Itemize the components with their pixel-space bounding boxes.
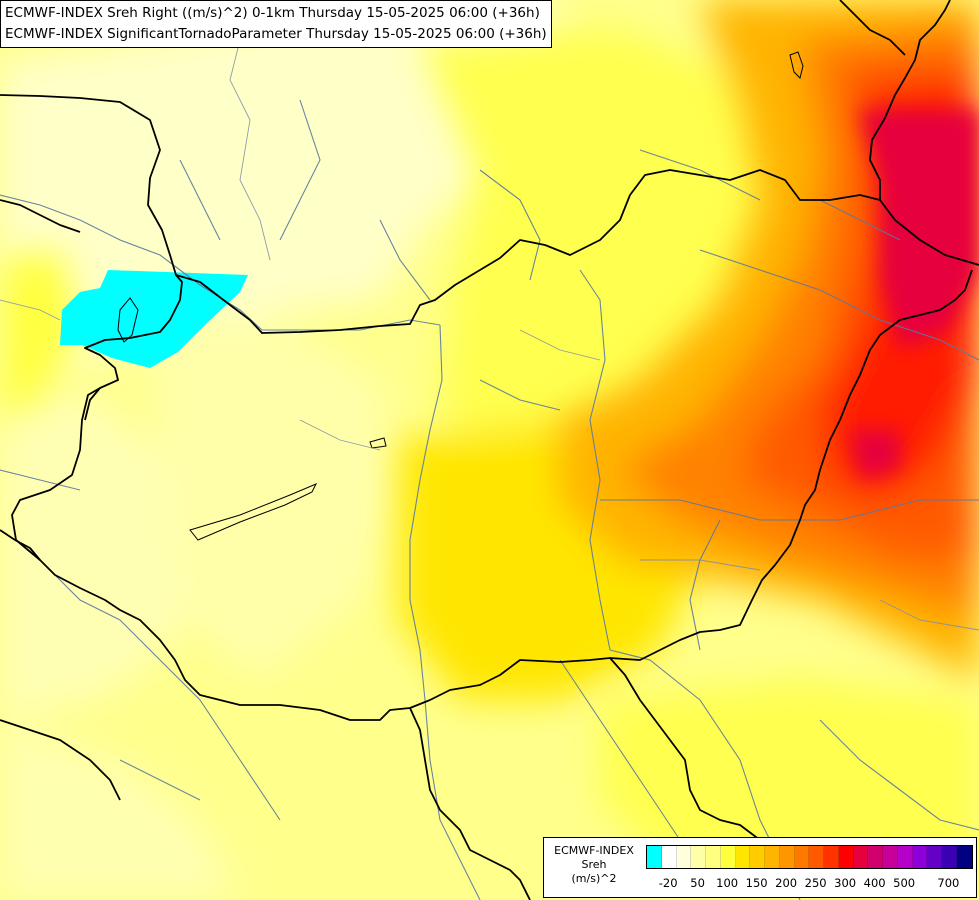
- legend-swatch: [809, 846, 824, 868]
- legend-ticks: -20 50 100 150 200 250 300 400 500 700: [646, 876, 971, 892]
- legend-tick-label: 700: [937, 876, 960, 890]
- legend-swatch: [883, 846, 898, 868]
- map-title-line-2: ECMWF-INDEX SignificantTornadoParameter …: [5, 26, 547, 42]
- map-title-line-1: ECMWF-INDEX Sreh Right ((m/s)^2) 0-1km T…: [5, 5, 540, 21]
- legend-swatches: [646, 845, 973, 869]
- legend-tick-label: 300: [834, 876, 857, 890]
- legend-title-line-2: Sreh: [581, 858, 607, 871]
- legend-swatch: [720, 846, 736, 868]
- legend-swatch: [750, 846, 765, 868]
- legend-swatch: [676, 846, 692, 868]
- legend-swatch: [661, 846, 677, 868]
- peak-helicity-zones: [850, 110, 979, 480]
- legend-swatch: [956, 846, 972, 868]
- legend-swatch: [794, 846, 810, 868]
- map-title-box: ECMWF-INDEX Sreh Right ((m/s)^2) 0-1km T…: [0, 0, 552, 48]
- color-legend: ECMWF-INDEX Sreh (m/s)^2 -20 50 100 150 200 2…: [543, 837, 977, 898]
- legend-swatch: [706, 846, 721, 868]
- region-lines: [0, 0, 979, 631]
- legend-title-line-1: ECMWF-INDEX: [554, 844, 634, 857]
- rivers: [0, 99, 979, 900]
- legend-swatch: [735, 846, 751, 868]
- legend-tick-label: 200: [775, 876, 798, 890]
- legend-swatch: [765, 846, 780, 868]
- legend-swatch: [838, 846, 854, 868]
- legend-swatch: [647, 846, 662, 868]
- legend-swatch: [853, 846, 869, 868]
- legend-swatch: [897, 846, 913, 868]
- legend-swatch: [942, 846, 957, 868]
- legend-tick-label: 50: [690, 876, 705, 890]
- legend-tick-label: 150: [745, 876, 768, 890]
- legend-tick-label: 250: [804, 876, 827, 890]
- legend-swatch: [912, 846, 928, 868]
- legend-tick-label: -20: [658, 876, 678, 890]
- legend-swatch: [779, 846, 795, 868]
- legend-tick-label: 100: [716, 876, 739, 890]
- lakes: [117, 51, 804, 541]
- legend-tick-label: 500: [893, 876, 916, 890]
- legend-swatch: [868, 846, 883, 868]
- legend-tick-label: 400: [863, 876, 886, 890]
- negative-helicity-patch: [60, 270, 248, 368]
- legend-swatch: [691, 846, 706, 868]
- legend-title-line-3: (m/s)^2: [571, 872, 617, 885]
- legend-swatch: [824, 846, 839, 868]
- legend-swatch: [927, 846, 942, 868]
- legend-title: ECMWF-INDEX Sreh (m/s)^2: [544, 844, 644, 886]
